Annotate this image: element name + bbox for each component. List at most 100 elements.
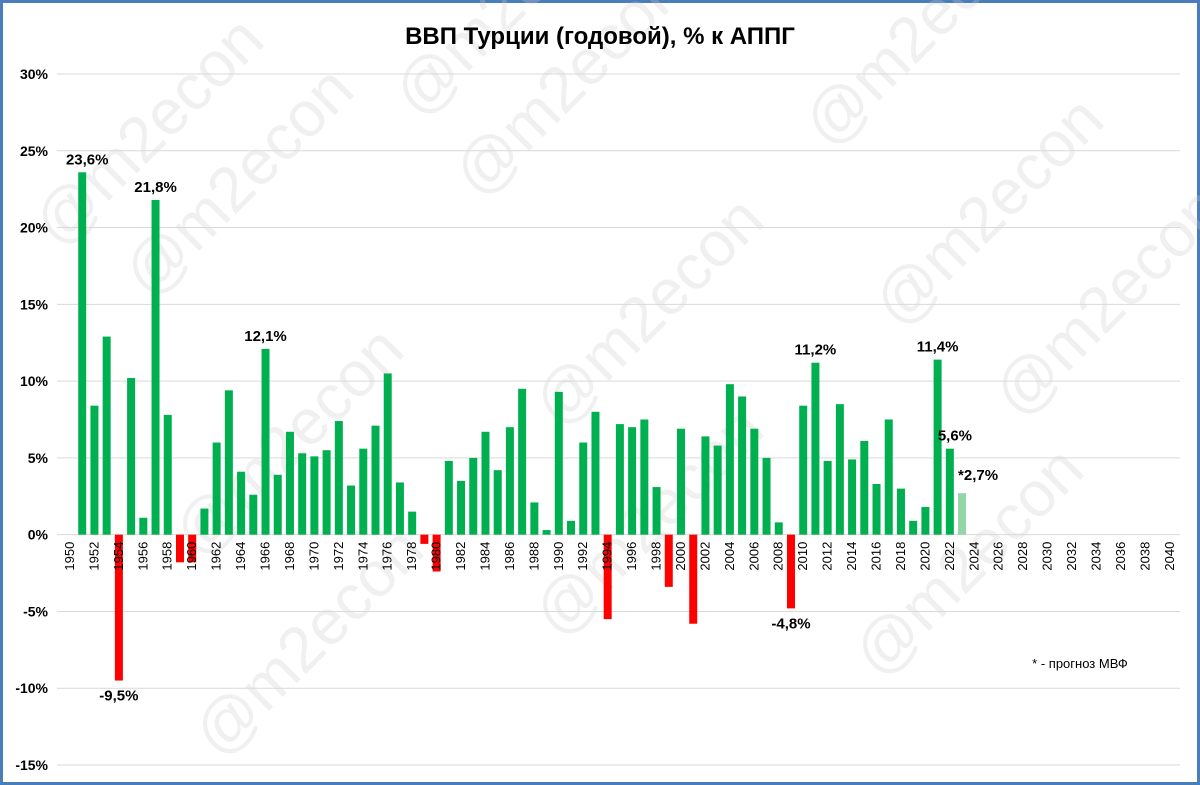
x-tick-label: 1952	[86, 542, 101, 571]
bar-1956	[139, 517, 148, 535]
x-tick-label: 1956	[135, 542, 150, 571]
bar-1975	[371, 425, 380, 535]
bar-2002	[701, 436, 710, 535]
bar-1982	[457, 480, 466, 535]
bar-1970	[310, 456, 319, 535]
bar-1991	[567, 520, 576, 535]
x-tick-label: 2030	[1040, 542, 1055, 571]
x-tick-label: 2028	[1015, 542, 1030, 571]
bar-2005	[738, 396, 747, 535]
bar-1971	[322, 450, 331, 535]
bar-1959	[175, 534, 184, 563]
bar-2021	[933, 359, 942, 535]
bar-1987	[518, 388, 527, 535]
x-tick-label: 1998	[649, 542, 664, 571]
bar-2004	[725, 384, 734, 535]
x-tick-label: 2014	[844, 542, 859, 571]
chart-title: ВВП Турции (годовой), % к АППГ	[405, 23, 795, 50]
bar-1974	[359, 448, 368, 535]
x-tick-label: 2020	[917, 542, 932, 571]
bar-2017	[884, 419, 893, 535]
x-tick-label: 1984	[477, 542, 492, 571]
bar-1972	[334, 421, 343, 535]
bar-1984	[481, 431, 490, 535]
bar-2014	[848, 459, 857, 535]
x-tick-label: 1986	[502, 542, 517, 571]
bar-1993	[591, 411, 600, 535]
x-tick-label: 1980	[429, 542, 444, 571]
bar-2007	[762, 457, 771, 535]
bar-1988	[530, 502, 539, 535]
x-axis-ticks: 1950 1952 1954 1956 1958 1960 1962 1964 1966 1968…	[62, 542, 1177, 571]
x-tick-label: 2004	[722, 542, 737, 571]
x-tick-label: 2036	[1113, 542, 1128, 571]
x-tick-label: 2040	[1162, 542, 1177, 571]
bar-1952	[90, 405, 99, 535]
bar-2016	[872, 483, 881, 535]
x-tick-label: 2012	[820, 542, 835, 571]
data-label-1951: 23,6%	[66, 151, 109, 168]
x-tick-label: 1992	[575, 542, 590, 571]
bar-1955	[127, 378, 136, 535]
bar-2010	[799, 405, 808, 535]
bar-2015	[860, 440, 869, 535]
bar-2018	[896, 488, 905, 535]
x-tick-label: 1958	[160, 542, 175, 571]
x-tick-label: 2022	[942, 542, 957, 571]
bar-1973	[347, 485, 356, 535]
x-tick-label: 2016	[869, 542, 884, 571]
x-tick-label: 1972	[331, 542, 346, 571]
bar-1954	[114, 534, 123, 681]
bar-1997	[640, 419, 649, 535]
bar-2019	[909, 520, 918, 535]
bar-1960	[188, 534, 197, 563]
bar-1996	[628, 427, 637, 535]
bar-1953	[102, 336, 111, 535]
bar-1958	[163, 414, 172, 535]
y-tick-label: -10%	[15, 680, 48, 696]
x-tick-label: 1950	[62, 542, 77, 571]
x-tick-label: 1974	[355, 542, 370, 571]
bar-2022	[945, 448, 954, 535]
bar-2011	[811, 362, 820, 535]
bar-1957	[151, 199, 160, 535]
bar-2009	[786, 534, 795, 609]
bar-1963	[224, 390, 233, 535]
y-tick-label: 25%	[20, 143, 49, 159]
bar-1998	[652, 487, 661, 535]
bar-1968	[285, 431, 294, 535]
bar-2008	[774, 522, 783, 535]
bar-1983	[469, 457, 478, 535]
y-tick-label: -5%	[23, 603, 48, 619]
data-label-2021: 11,4%	[917, 339, 959, 356]
x-tick-label: 1968	[282, 542, 297, 571]
watermark-layer: @m2econ @m2econ @m2econ@m2econ@m2econ @m2ec…	[19, 0, 1200, 770]
y-axis-ticks: 30% 25% 20% 15% 10% 5% 0% -5% -10% -15%	[15, 66, 48, 773]
bar-1964	[237, 471, 246, 535]
x-tick-label: 1964	[233, 542, 248, 571]
x-tick-label: 1962	[209, 542, 224, 571]
bar-2023	[958, 493, 967, 535]
data-label-2023: *2,7%	[958, 467, 998, 484]
x-tick-label: 1970	[306, 542, 321, 571]
bar-1962	[212, 442, 221, 535]
data-label-2009: -4,8%	[771, 615, 810, 632]
x-tick-label: 1990	[551, 542, 566, 571]
y-tick-label: 15%	[20, 296, 49, 312]
x-tick-label: 2026	[991, 542, 1006, 571]
x-tick-label: 1976	[380, 542, 395, 571]
x-tick-label: 2038	[1137, 542, 1152, 571]
bar-1980	[432, 534, 441, 572]
bar-1985	[493, 470, 502, 535]
bar-1967	[273, 474, 282, 535]
x-tick-label: 1994	[600, 542, 615, 571]
bar-1977	[395, 482, 404, 535]
x-tick-label: 1996	[624, 542, 639, 571]
y-tick-label: 0%	[28, 527, 49, 543]
bar-2013	[835, 404, 844, 535]
x-tick-label: 2010	[795, 542, 810, 571]
x-tick-label: 1978	[404, 542, 419, 571]
bar-1989	[542, 530, 551, 535]
y-tick-label: 20%	[20, 220, 49, 236]
x-tick-label: 1988	[526, 542, 541, 571]
